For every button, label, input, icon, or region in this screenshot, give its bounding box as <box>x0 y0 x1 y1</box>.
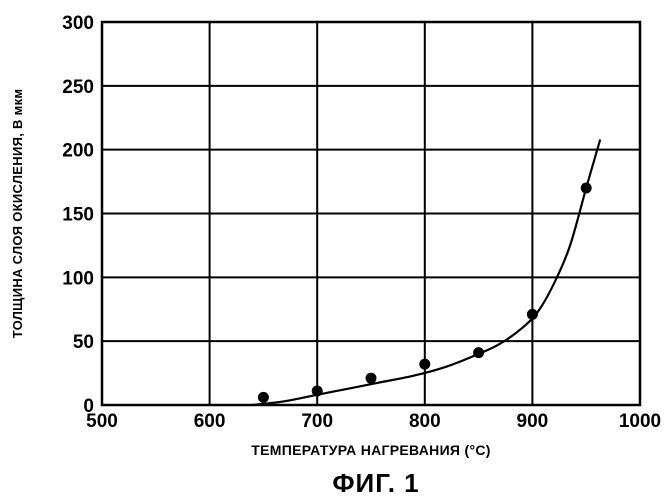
y-tick-label: 150 <box>62 205 94 226</box>
x-tick-label: 1000 <box>619 411 661 432</box>
x-axis-label: ТЕМПЕРАТУРА НАГРЕВАНИЯ (°C) <box>251 442 490 458</box>
x-tick-label: 800 <box>409 411 441 432</box>
x-tick-label: 700 <box>301 411 333 432</box>
y-tick-label: 200 <box>62 141 94 162</box>
y-tick-label: 0 <box>83 396 94 417</box>
y-tick-labels: 0 50 100 150 200 250 300 <box>62 13 94 417</box>
x-tick-labels: 5006007008009001000 <box>86 411 661 432</box>
data-point <box>473 347 484 358</box>
y-tick-label: 300 <box>62 13 94 34</box>
grid-lines <box>102 22 640 405</box>
y-tick-label: 50 <box>73 332 94 353</box>
data-point <box>581 182 592 193</box>
data-point <box>366 373 377 384</box>
figure-title: ФИГ. 1 <box>332 468 419 498</box>
x-tick-label: 900 <box>517 411 549 432</box>
data-point <box>419 359 430 370</box>
y-tick-label: 250 <box>62 77 94 98</box>
data-point <box>258 392 269 403</box>
y-axis-label: ТОЛЩИНА СЛОЯ ОКИСЛЕНИЯ, В мкм <box>10 89 25 339</box>
x-tick-label: 600 <box>194 411 226 432</box>
y-tick-label: 100 <box>62 268 94 289</box>
data-point <box>312 385 323 396</box>
data-point <box>527 309 538 320</box>
